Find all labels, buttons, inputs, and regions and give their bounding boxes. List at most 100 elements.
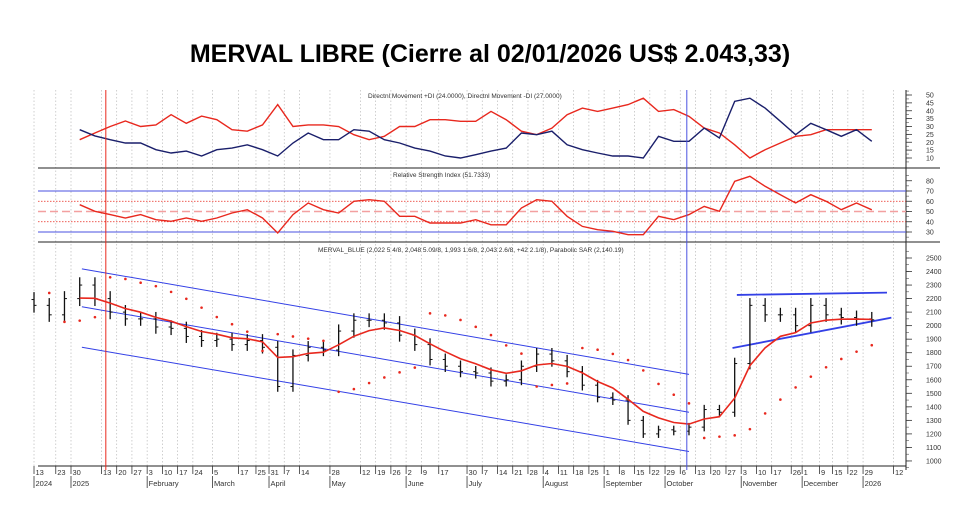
- sar-dot: [200, 306, 203, 309]
- sar-dot: [474, 325, 478, 329]
- ohlc-bar: [808, 298, 814, 333]
- x-tick-label: 23: [57, 468, 65, 477]
- sar-dot: [306, 337, 310, 340]
- y-tick-label: 1400: [926, 404, 942, 411]
- ohlc-bar: [777, 307, 783, 322]
- x-tick-label: 7: [286, 468, 290, 477]
- sar-dot: [748, 427, 752, 431]
- dmi-panel-title: Directnl Movement +DI (24.0000), Directn…: [368, 93, 562, 100]
- y-tick-label: 10: [926, 156, 934, 163]
- ohlc-bar: [305, 341, 311, 362]
- x-tick-label: 14: [499, 468, 507, 477]
- period-label: 2024: [36, 479, 53, 488]
- ohlc-bar: [77, 277, 83, 307]
- x-tick-label: 20: [712, 468, 720, 477]
- ohlc-bar: [31, 292, 37, 313]
- sar-dot: [383, 376, 386, 379]
- ohlc-bar: [107, 291, 113, 320]
- y-tick-label: 45: [926, 100, 934, 107]
- ohlc-bar: [138, 311, 144, 326]
- period-label: September: [606, 479, 643, 488]
- x-tick-label: 17: [240, 468, 248, 477]
- sar-dot: [428, 312, 432, 315]
- sar-dot: [596, 348, 599, 352]
- y-tick-label: 1900: [926, 337, 942, 344]
- ohlc-bar: [275, 341, 281, 392]
- x-tick-label: 29: [865, 468, 873, 477]
- period-label: July: [469, 479, 483, 488]
- x-tick-label: 22: [651, 468, 659, 477]
- sar-dot: [139, 281, 142, 285]
- sar-dot: [504, 344, 508, 347]
- ohlc-bar: [458, 360, 464, 378]
- ohlc-bar: [518, 360, 524, 386]
- x-tick-label: 15: [636, 468, 644, 477]
- period-label: April: [271, 479, 286, 488]
- x-tick-label: 27: [133, 468, 141, 477]
- ohlc-bar: [199, 329, 205, 347]
- sar-dot: [855, 350, 858, 353]
- sar-dot: [520, 352, 523, 355]
- period-label: May: [331, 479, 345, 488]
- x-tick-label: 28: [331, 468, 339, 477]
- rsi-panel-title: Relative Strength Index (51.7333): [393, 172, 490, 179]
- sar-dot: [93, 315, 97, 319]
- sar-dot: [672, 393, 676, 397]
- ohlc-bar: [671, 425, 677, 436]
- x-tick-label: 12: [895, 468, 903, 477]
- sar-dot: [459, 318, 462, 322]
- x-tick-label: 13: [36, 468, 44, 477]
- sar-dot: [47, 291, 51, 295]
- ohlc-bar: [823, 298, 829, 322]
- channel-upper-trendline: [81, 268, 690, 375]
- y-tick-label: 1500: [926, 391, 942, 398]
- ohlc-bar: [442, 353, 448, 372]
- period-label: October: [667, 479, 694, 488]
- x-tick-label: 10: [164, 468, 172, 477]
- period-label: 2026: [865, 479, 882, 488]
- period-label: August: [545, 479, 569, 488]
- y-tick-label: 80: [926, 178, 934, 185]
- event-markers: [105, 90, 688, 470]
- x-tick-label: 10: [758, 468, 766, 477]
- rsi-line: [79, 175, 873, 236]
- sar-dot: [581, 346, 584, 350]
- y-tick-label: 40: [926, 108, 934, 115]
- y-tick-label: 70: [926, 189, 934, 196]
- period-label: March: [214, 479, 235, 488]
- sar-dot: [718, 435, 721, 438]
- sar-dot: [657, 382, 660, 386]
- sar-dot: [108, 275, 112, 279]
- y-tick-label: 30: [926, 124, 934, 131]
- ohlc-bar: [656, 425, 662, 438]
- ohlc-bar: [183, 321, 189, 343]
- x-tick-label: 1: [804, 468, 808, 477]
- sar-dot: [78, 319, 82, 322]
- y-tick-label: 35: [926, 116, 934, 123]
- ohlc-bar: [214, 332, 220, 347]
- price-panel-title: MERVAL_BLUE (2,022 5 4/8, 2,048 5.09/8, …: [318, 247, 624, 254]
- y-tick-label: 1700: [926, 364, 942, 371]
- triangle-lower-trendline: [732, 316, 892, 349]
- ohlc-bar: [747, 298, 753, 370]
- ohlc-bar: [640, 415, 646, 438]
- x-tick-label: 2: [408, 468, 412, 477]
- y-tick-label: 25: [926, 132, 934, 139]
- sar-dot: [763, 412, 767, 415]
- sar-dot: [779, 398, 782, 401]
- ohlc-bar: [427, 338, 433, 366]
- ohlc-bar: [244, 334, 250, 351]
- ohlc-bar: [336, 324, 342, 357]
- ohlc-bar: [595, 379, 601, 403]
- sar-dot: [443, 314, 447, 317]
- plus-di-line: [79, 97, 872, 159]
- period-label: 2025: [73, 479, 90, 488]
- triangle-upper-trendline: [736, 291, 888, 296]
- ohlc-bar: [320, 341, 326, 357]
- x-tick-label: 31: [271, 468, 279, 477]
- y-tick-label: 2100: [926, 310, 942, 317]
- period-label: December: [804, 479, 839, 488]
- ohlc-bar: [366, 313, 372, 328]
- y-tick-label: 30: [926, 230, 934, 237]
